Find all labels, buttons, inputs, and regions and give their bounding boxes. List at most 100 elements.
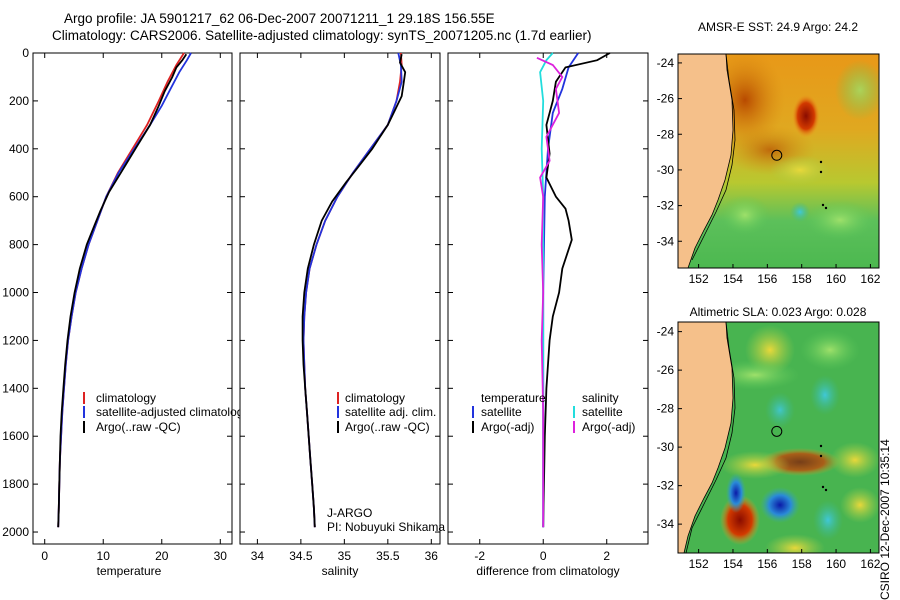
x-tick-label: 35.5 [376, 549, 400, 563]
sst-map-frame [677, 53, 880, 269]
difference-xlabel: difference from climatology [476, 564, 619, 578]
sla-map-frame [677, 321, 880, 554]
depth-tick-label: 0 [22, 46, 29, 60]
map-lon-label: 156 [757, 557, 777, 571]
depth-tick-label: 1600 [2, 429, 29, 443]
x-tick-label: 35 [338, 549, 352, 563]
legend-temp-title: temperature [481, 391, 546, 405]
map-lon-label: 158 [792, 272, 812, 286]
legend-sal-argo-label: Argo(..raw -QC) [345, 420, 430, 434]
figure-title-line1: Argo profile: JA 5901217_62 06-Dec-2007 … [64, 11, 495, 26]
map-lat-label: -30 [657, 163, 675, 177]
depth-tick-label: 200 [9, 94, 29, 108]
salinity-legend: climatology satellite adj. clim. Argo(..… [337, 391, 436, 434]
depth-tick-label: 1800 [2, 477, 29, 491]
x-tick-label: 2 [603, 549, 610, 563]
legend-sal-clim-label: climatology [345, 391, 405, 405]
legend-argo-label: Argo(..raw -QC) [96, 420, 181, 434]
sst-map-ticks: 152 154 156 158 160 162 -24 -26 -28 -30 -32 -34 [657, 56, 881, 286]
salinity-axes-box [239, 52, 441, 545]
series-argo-raw-qc [301, 54, 407, 528]
legend-satellite-label: satellite-adjusted climatology [96, 405, 249, 419]
difference-panel: -2 0 2 difference from climatology tempera… [447, 52, 649, 578]
map-lat-label: -30 [657, 440, 675, 454]
map-lat-label: -34 [657, 234, 675, 248]
map-lat-label: -28 [657, 127, 675, 141]
sla-map-title: Altimetric SLA: 0.023 Argo: 0.028 [690, 305, 867, 319]
depth-tick-label: 400 [9, 142, 29, 156]
x-tick-label: 30 [214, 549, 228, 563]
x-tick-label: 0 [41, 549, 48, 563]
sst-map-image [678, 54, 879, 268]
map-lon-label: 162 [860, 272, 880, 286]
depth-tick-label: 1200 [2, 333, 29, 347]
map-lat-label: -24 [657, 325, 675, 339]
annotation-jargo: J-ARGO [327, 506, 372, 520]
sst-map-panel: AMSR-E SST: 24.9 Argo: 24.2 152 154 156 158… [657, 20, 881, 286]
x-tick-label: 0 [540, 549, 547, 563]
map-lon-label: 160 [826, 557, 846, 571]
map-lat-label: -32 [657, 479, 675, 493]
sla-map-panel: Altimetric SLA: 0.023 Argo: 0.028 152 154… [657, 305, 881, 571]
legend-temp-argo-label: Argo(-adj) [481, 420, 534, 434]
map-lon-label: 156 [757, 272, 777, 286]
map-lat-label: -24 [657, 56, 675, 70]
map-lon-label: 162 [860, 557, 880, 571]
map-lon-label: 152 [689, 557, 709, 571]
legend-temp-sat-label: satellite [481, 405, 522, 419]
sla-map-image [678, 322, 879, 553]
salinity-series [301, 52, 407, 528]
x-tick-label: 34.5 [289, 549, 313, 563]
legend-sal-sat-label: satellite adj. clim. [345, 405, 436, 419]
salinity-xlabel: salinity [322, 564, 359, 578]
temperature-axis-ticks: 0 10 20 30 [41, 53, 227, 563]
map-lon-label: 160 [826, 272, 846, 286]
difference-axes-box [447, 52, 649, 545]
map-lon-label: 152 [689, 272, 709, 286]
difference-axis-ticks: -2 0 2 [474, 53, 610, 563]
legend-salsat-label: satellite [582, 405, 623, 419]
depth-tick-label: 1400 [2, 381, 29, 395]
map-lat-label: -26 [657, 92, 675, 106]
series-argo-raw-qc [57, 53, 188, 528]
map-lon-label: 158 [792, 557, 812, 571]
temperature-series [57, 52, 192, 528]
sst-argo-position-marker [771, 149, 783, 161]
salinity-axis-ticks: 34 34.5 35 35.5 36 [251, 53, 439, 563]
sla-argo-position-marker [771, 425, 783, 437]
x-tick-label: 36 [425, 549, 439, 563]
x-tick-label: -2 [474, 549, 485, 563]
series-temperature-argo-adj [542, 52, 611, 528]
x-tick-label: 34 [251, 549, 265, 563]
salinity-depth-ticks [240, 52, 440, 533]
series-salinity-argo-adj [536, 56, 564, 528]
temperature-panel: 0 200 400 600 800 1000 1200 1400 1600 1800 2000 0 1… [2, 46, 249, 578]
depth-tick-label: 1000 [2, 286, 29, 300]
depth-tick-label: 600 [9, 190, 29, 204]
map-lon-label: 154 [723, 557, 743, 571]
depth-axis-ticks: 0 200 400 600 800 1000 1200 1400 1600 1800 2000 [2, 46, 232, 539]
difference-legend: temperature satellite Argo(-adj) salinit… [472, 391, 635, 434]
depth-tick-label: 2000 [2, 525, 29, 539]
map-lat-label: -28 [657, 402, 675, 416]
depth-tick-label: 800 [9, 238, 29, 252]
temperature-xlabel: temperature [97, 564, 162, 578]
sst-map-title: AMSR-E SST: 24.9 Argo: 24.2 [698, 20, 858, 34]
x-tick-label: 10 [97, 549, 111, 563]
x-tick-label: 20 [155, 549, 169, 563]
map-lat-label: -32 [657, 199, 675, 213]
legend-salargo-label: Argo(-adj) [582, 420, 635, 434]
map-lat-label: -26 [657, 363, 675, 377]
temperature-axes-box [32, 52, 233, 545]
salinity-panel: 34 34.5 35 35.5 36 salinity climatology sate… [239, 52, 445, 578]
legend-climatology-label: climatology [96, 391, 156, 405]
figure-title-line2: Climatology: CARS2006. Satellite-adjuste… [52, 28, 592, 43]
map-lat-label: -34 [657, 517, 675, 531]
difference-series [536, 52, 611, 528]
annotation-pi: PI: Nobuyuki Shikama [327, 520, 445, 534]
difference-depth-ticks [448, 52, 648, 533]
map-lon-label: 154 [723, 272, 743, 286]
legend-sal-title: salinity [582, 391, 619, 405]
temperature-legend: climatology satellite-adjusted climatolo… [83, 391, 249, 434]
